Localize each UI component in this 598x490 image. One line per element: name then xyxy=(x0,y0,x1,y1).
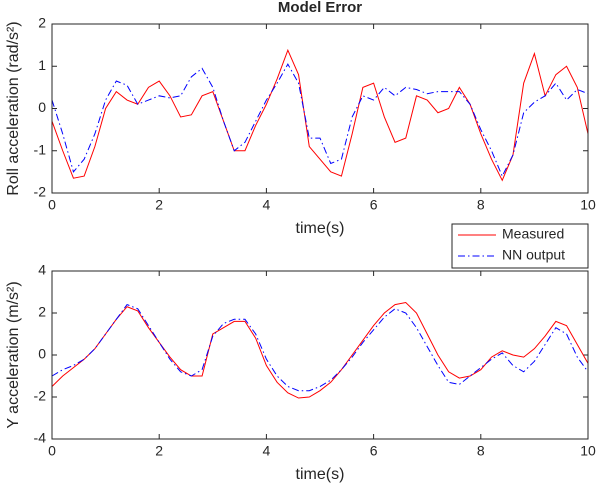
chart-title: Model Error xyxy=(278,0,362,16)
legend-label: Measured xyxy=(502,226,564,242)
y-tick-label: -1 xyxy=(34,141,47,157)
plot-area xyxy=(52,271,588,439)
series-line xyxy=(51,63,589,178)
y-tick-label: -2 xyxy=(34,184,47,200)
axes-box xyxy=(51,23,589,194)
x-tick-label: 6 xyxy=(370,443,378,459)
x-tick-label: 4 xyxy=(263,443,271,459)
x-axis-label: time(s) xyxy=(296,466,345,483)
x-tick-label: 8 xyxy=(477,197,485,213)
series-line xyxy=(51,303,589,392)
legend-box xyxy=(451,223,589,269)
series-line xyxy=(51,48,589,182)
x-tick-label: 10 xyxy=(580,197,596,213)
y-axis-label: Roll acceleration (rad/s²) xyxy=(5,21,22,195)
y-tick-label: 2 xyxy=(38,15,46,31)
x-tick-label: 0 xyxy=(48,443,56,459)
x-tick-label: 2 xyxy=(155,443,163,459)
x-tick-label: 4 xyxy=(263,197,271,213)
x-tick-label: 8 xyxy=(477,443,485,459)
series-line xyxy=(51,301,589,399)
x-axis-label: time(s) xyxy=(296,220,345,237)
y-tick-label: 0 xyxy=(38,346,46,362)
y-tick-label: 0 xyxy=(38,99,46,115)
y-tick-label: 1 xyxy=(38,57,46,73)
x-tick-label: 0 xyxy=(48,197,56,213)
x-tick-label: 10 xyxy=(580,443,596,459)
axes-box xyxy=(51,270,589,440)
y-axis-label: Y acceleration (m/s²) xyxy=(5,281,22,428)
legend-label: NN output xyxy=(502,247,565,263)
y-tick-label: -4 xyxy=(34,430,47,446)
x-tick-label: 6 xyxy=(370,197,378,213)
x-tick-label: 2 xyxy=(155,197,163,213)
y-tick-label: 2 xyxy=(38,304,46,320)
plot-area xyxy=(52,24,588,193)
y-tick-label: 4 xyxy=(38,262,46,278)
y-tick-label: -2 xyxy=(34,388,47,404)
